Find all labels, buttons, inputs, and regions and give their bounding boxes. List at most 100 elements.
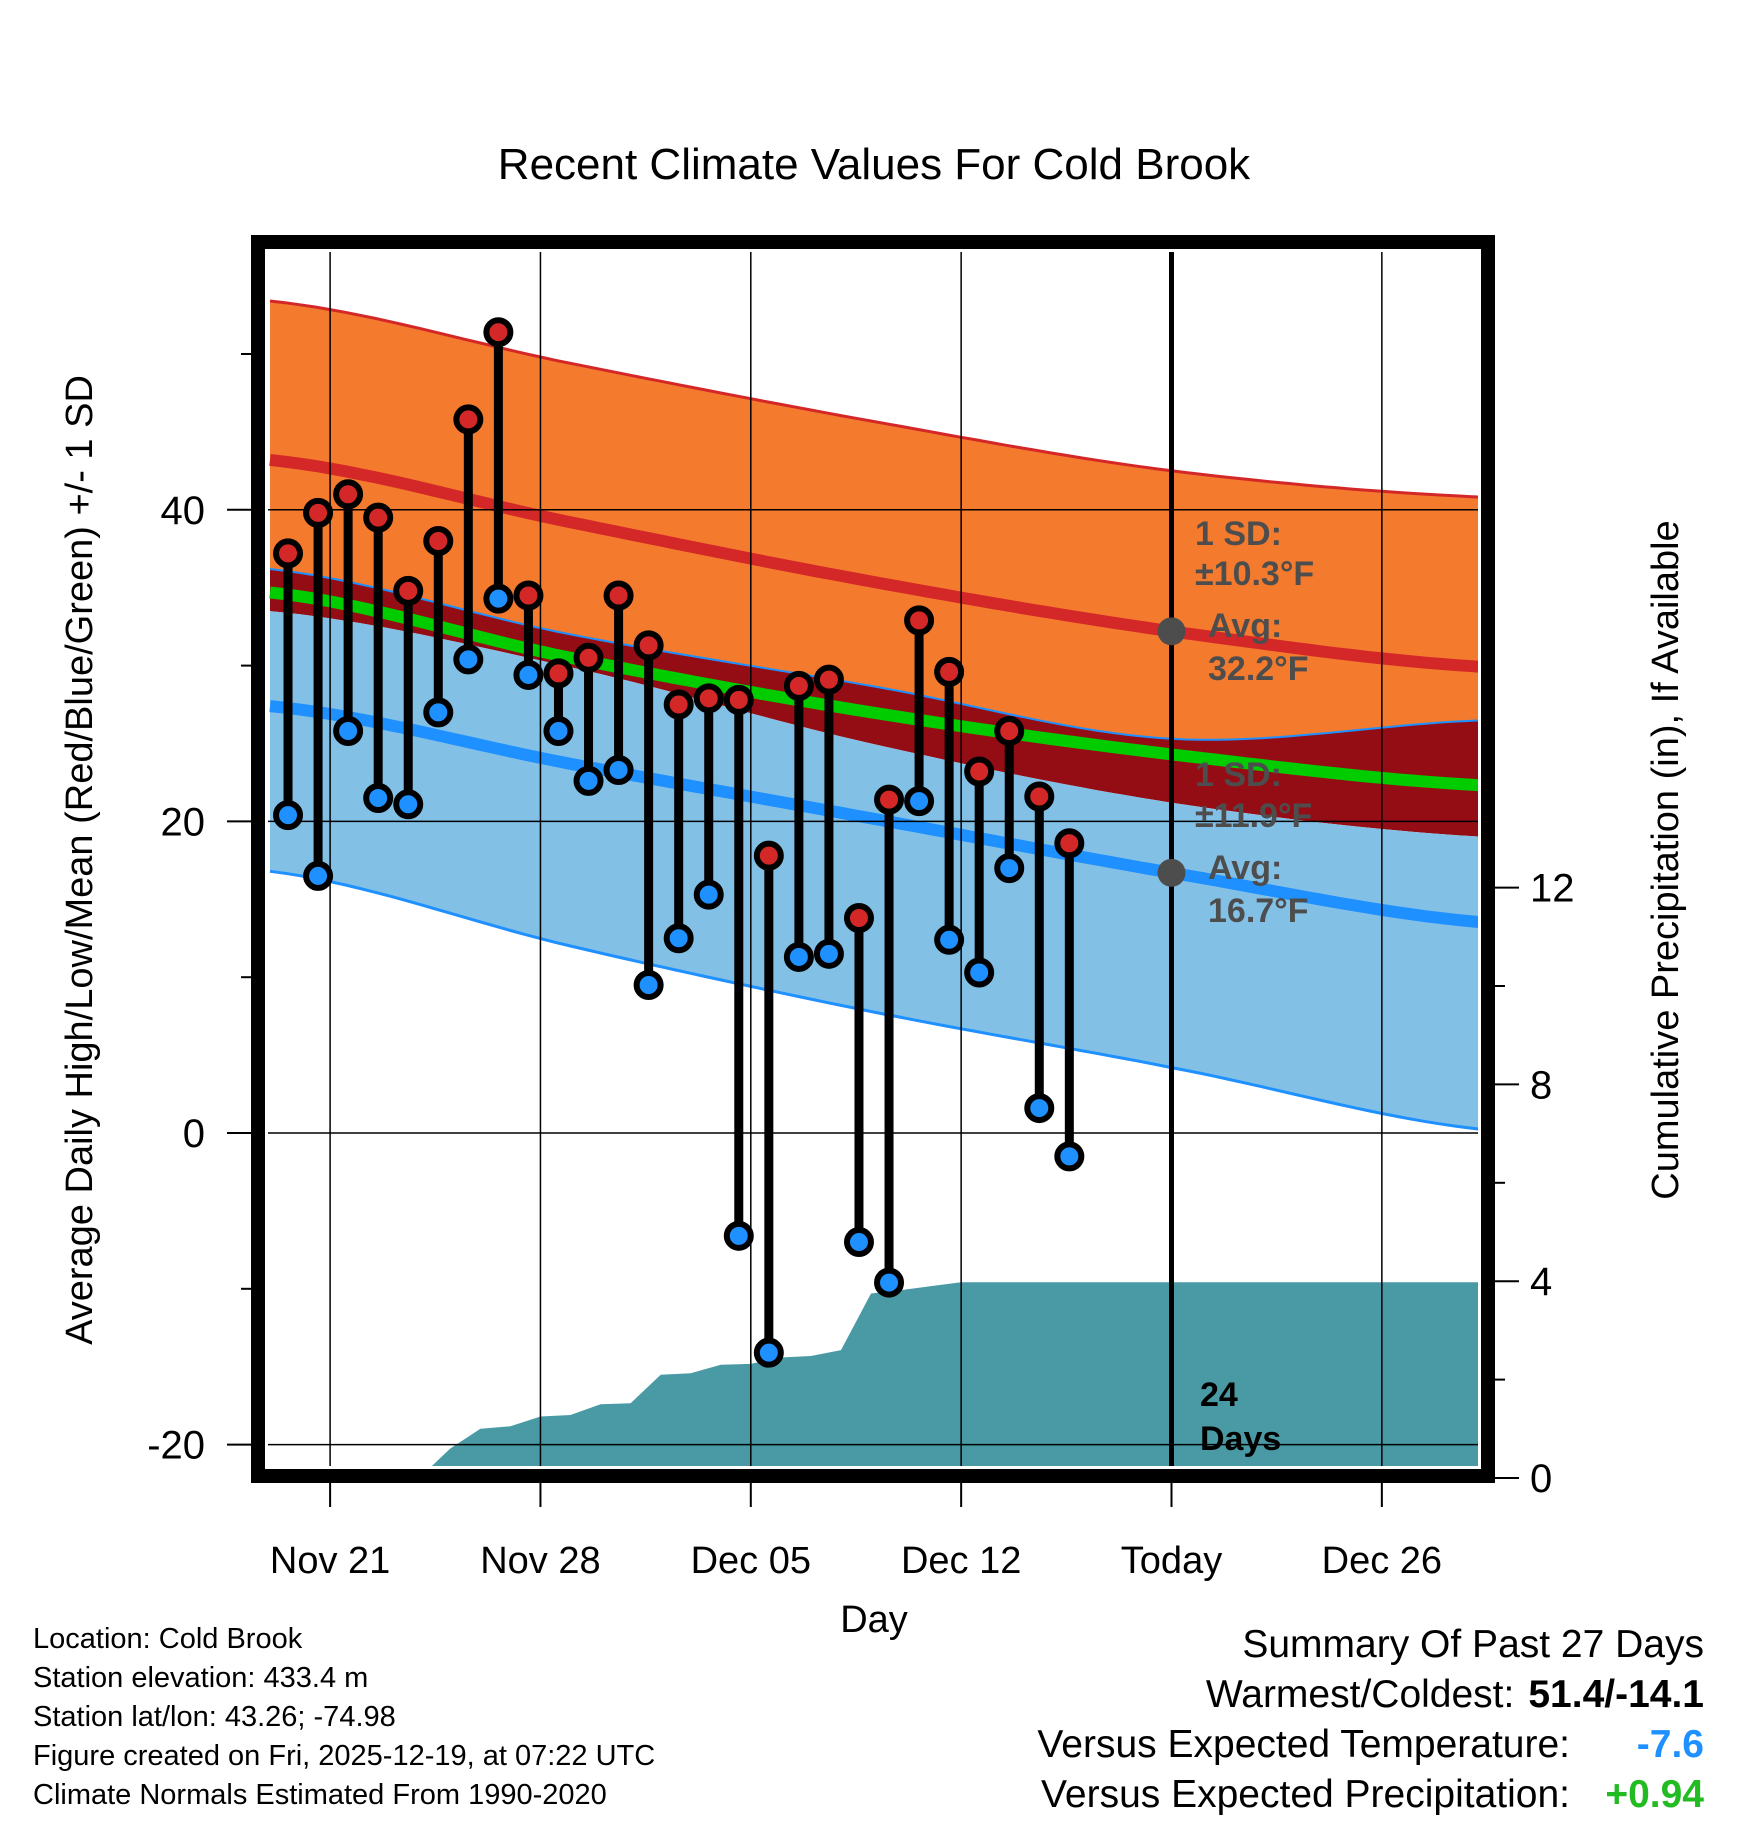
- temp-anomaly-value: -7.6: [1636, 1723, 1704, 1766]
- daily-high-point: [603, 580, 634, 611]
- daily-low-point: [303, 860, 334, 891]
- normal-low-line: [269, 700, 1478, 928]
- daily-high-point: [363, 502, 394, 533]
- daily-low-point: [633, 969, 664, 1000]
- location-text: Location: Cold Brook: [33, 1623, 303, 1655]
- chart-title: Recent Climate Values For Cold Brook: [498, 140, 1251, 189]
- x-tick-label: Nov 21: [270, 1540, 390, 1582]
- daily-high-point: [994, 716, 1025, 747]
- low-sd-band: [270, 611, 1478, 1129]
- high-sd-value: ±10.3°F: [1195, 555, 1314, 593]
- x-tick-label: Dec 26: [1322, 1540, 1442, 1582]
- daily-low-point: [874, 1267, 905, 1298]
- daily-high-point: [1054, 828, 1085, 859]
- daily-high-point: [1024, 781, 1055, 812]
- normals-text: Climate Normals Estimated From 1990-2020: [33, 1779, 607, 1811]
- daily-low-point: [603, 754, 634, 785]
- plot-frame: [251, 235, 1495, 1483]
- daily-high-point: [783, 670, 814, 701]
- latlon-text: Station lat/lon: 43.26; -74.98: [33, 1701, 396, 1733]
- days-count: 24: [1200, 1376, 1238, 1414]
- daily-high-point: [663, 689, 694, 720]
- daily-high-point: [934, 656, 965, 687]
- y-tick-label: 0: [183, 1112, 205, 1156]
- daily-low-point: [333, 716, 364, 747]
- high-avg-label: Avg:: [1208, 607, 1282, 645]
- y2-tick-label: 4: [1530, 1260, 1552, 1304]
- daily-low-point: [964, 957, 995, 988]
- daily-low-point: [813, 938, 844, 969]
- x-tick-label: Dec 12: [901, 1540, 1021, 1582]
- daily-low-point: [723, 1220, 754, 1251]
- x-tick-label: Dec 05: [691, 1540, 811, 1582]
- daily-high-point: [333, 479, 364, 510]
- plot-area: [268, 252, 1478, 1466]
- daily-low-point: [904, 786, 935, 817]
- daily-high-point: [843, 902, 874, 933]
- daily-high-point: [393, 575, 424, 606]
- daily-low-point: [363, 783, 394, 814]
- normal-mean-line: [269, 586, 1478, 792]
- x-tick-label: Today: [1121, 1540, 1222, 1582]
- daily-low-point: [453, 644, 484, 675]
- daily-low-point: [423, 697, 454, 728]
- high-upper-line: [269, 299, 1478, 499]
- daily-high-point: [453, 404, 484, 435]
- warmest-label: Warmest/Coldest:: [1205, 1673, 1515, 1716]
- daily-high-point: [543, 658, 574, 689]
- precip-area: [270, 1282, 1478, 1466]
- daily-low-point: [843, 1227, 874, 1258]
- daily-high-point: [513, 580, 544, 611]
- daily-high-point: [483, 317, 514, 348]
- daily-low-point: [1054, 1141, 1085, 1172]
- daily-low-point: [783, 941, 814, 972]
- daily-high-point: [813, 664, 844, 695]
- y-tick-label: 20: [161, 800, 206, 844]
- y-tick-label: 40: [161, 489, 206, 533]
- high-avg-value: 32.2°F: [1208, 650, 1309, 688]
- y2-axis-label: Cumulative Precipitation (in), If Availa…: [1645, 520, 1687, 1199]
- daily-low-point: [753, 1337, 784, 1368]
- precip-anomaly-value: +0.94: [1605, 1773, 1704, 1816]
- low-avg-label: Avg:: [1208, 849, 1282, 887]
- precip-anomaly-label: Versus Expected Precipitation:: [1041, 1773, 1570, 1816]
- daily-low-point: [573, 765, 604, 796]
- elevation-text: Station elevation: 433.4 m: [33, 1662, 369, 1694]
- daily-high-point: [723, 684, 754, 715]
- summary-title: Summary Of Past 27 Days: [1242, 1623, 1704, 1666]
- overlap-band: [270, 569, 1478, 837]
- daily-high-point: [303, 497, 334, 528]
- warmest-value: 51.4/-14.1: [1528, 1673, 1704, 1716]
- daily-low-point: [513, 659, 544, 690]
- daily-low-point: [1024, 1093, 1055, 1124]
- days-word: Days: [1200, 1420, 1281, 1458]
- daily-high-point: [423, 525, 454, 556]
- y2-tick-label: 0: [1530, 1457, 1552, 1501]
- y-tick-label: -20: [147, 1424, 205, 1468]
- daily-low-point: [994, 853, 1025, 884]
- daily-high-point: [753, 840, 784, 871]
- low-avg-marker: [1157, 858, 1186, 887]
- x-tick-label: Nov 28: [480, 1540, 600, 1582]
- summary-panel: Summary Of Past 27 Days Warmest/Coldest:…: [1037, 1620, 1704, 1820]
- high-avg-marker: [1157, 617, 1186, 646]
- daily-low-point: [934, 924, 965, 955]
- daily-high-point: [904, 605, 935, 636]
- high-lower-line: [269, 568, 1478, 741]
- y-axis-label: Average Daily High/Low/Mean (Red/Blue/Gr…: [59, 375, 101, 1345]
- daily-high-point: [573, 642, 604, 673]
- daily-high-point: [693, 683, 724, 714]
- x-axis-label: Day: [840, 1599, 908, 1641]
- daily-low-point: [663, 923, 694, 954]
- temp-anomaly-label: Versus Expected Temperature:: [1037, 1723, 1570, 1766]
- daily-low-point: [483, 583, 514, 614]
- low-sd-label: 1 SD:: [1195, 756, 1282, 794]
- daily-low-point: [273, 800, 304, 831]
- low-avg-value: 16.7°F: [1208, 892, 1309, 930]
- daily-high-point: [273, 538, 304, 569]
- y2-tick-label: 12: [1530, 867, 1575, 911]
- daily-high-point: [874, 784, 905, 815]
- normal-high-line: [269, 453, 1478, 673]
- daily-low-point: [693, 879, 724, 910]
- daily-high-point: [964, 756, 995, 787]
